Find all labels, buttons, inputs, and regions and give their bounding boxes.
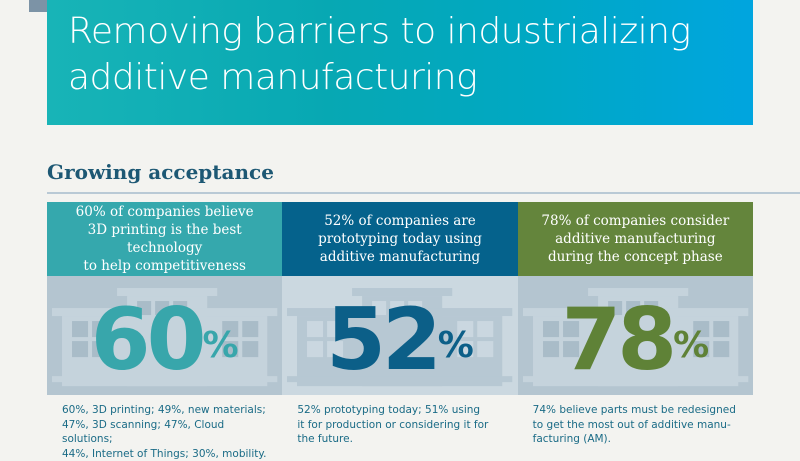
header-line: additive manufacturing [555,231,716,247]
header-line: prototyping today using [318,231,482,247]
section-title: Growing acceptance [47,160,274,184]
factory-building-icon [287,288,513,387]
stat-card-header: 78% of companies consider additive manuf… [517,202,753,276]
header-line: to help competitiveness [83,258,246,274]
stat-card-header: 60% of companies believe 3D printing is … [47,202,283,276]
stat-cards: 60% of companies believe 3D printing is … [47,202,753,395]
stat-value: 60% [47,290,282,390]
note-line: to get the most out of additive manu- [532,418,731,431]
percent-sign: % [437,325,474,366]
building-illustration: 60% [47,276,283,395]
note-line: 52% prototyping today; 51% using [297,404,481,416]
stat-number: 60 [90,290,207,390]
stat-card-52: 52% of companies are prototyping today u… [282,202,518,395]
header-line: additive manufacturing [319,249,481,265]
header-line: 78% of companies consider [541,213,730,229]
title-line-2: additive manufacturing [68,57,478,98]
stat-value: 52% [282,290,517,390]
stat-note: 60%, 3D printing; 49%, new materials; 47… [47,403,282,461]
factory-building-icon [522,288,748,387]
header-line: 60% of companies believe [75,204,254,220]
percent-sign: % [673,325,710,366]
stat-number: 78 [561,290,677,390]
page-title: Removing barriers to industrializing add… [68,9,691,101]
title-banner: Removing barriers to industrializing add… [47,0,753,125]
stat-card-header: 52% of companies are prototyping today u… [282,202,518,276]
stat-card-60: 60% of companies believe 3D printing is … [47,202,283,395]
stat-note: 74% believe parts must be redesigned to … [518,403,753,461]
stat-card-78: 78% of companies consider additive manuf… [517,202,753,395]
title-line-1: Removing barriers to industrializing [68,11,691,52]
header-line: 3D printing is the best technology [87,222,242,256]
header-line: during the concept phase [547,249,723,265]
corner-accent [29,0,47,12]
note-line: 44%, Internet of Things; 30%, mobility. [62,447,267,460]
section-divider [47,192,800,194]
stat-number: 52 [326,290,442,390]
building-illustration: 52% [282,276,518,395]
stat-note: 52% prototyping today; 51% using it for … [282,403,517,461]
note-line: 74% believe parts must be redesigned [532,404,736,416]
note-line: the future. [297,433,353,445]
stat-value: 78% [518,290,753,390]
note-line: 47%, 3D scanning; 47%, Cloud solutions; [62,418,225,446]
building-illustration: 78% [517,276,753,395]
note-line: facturing (AM). [532,433,611,445]
note-line: it for production or considering it for [297,418,489,431]
stat-notes: 60%, 3D printing; 49%, new materials; 47… [47,403,753,461]
percent-sign: % [202,325,239,366]
header-line: 52% of companies are [324,213,476,229]
factory-building-icon [52,288,278,387]
note-line: 60%, 3D printing; 49%, new materials; [62,404,266,416]
